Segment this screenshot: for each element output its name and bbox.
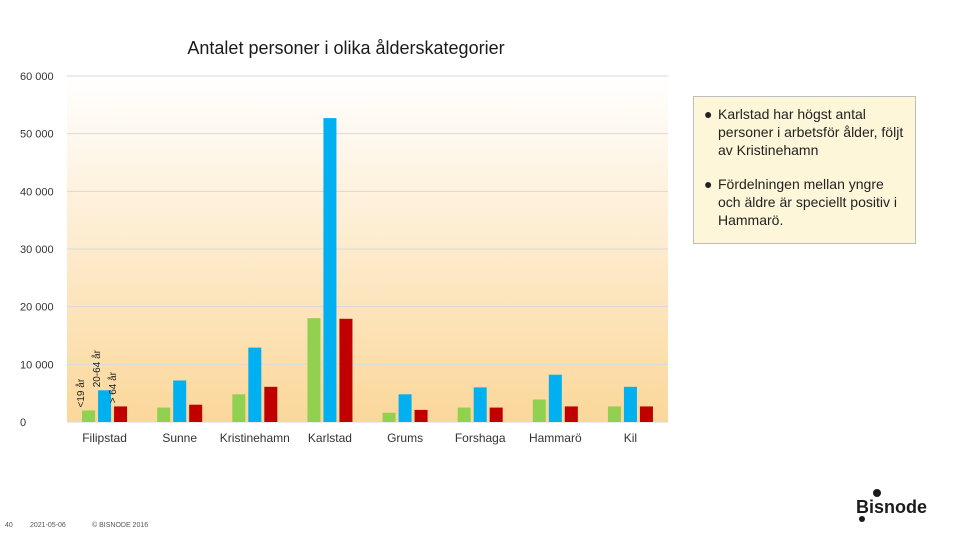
bar [82,410,96,422]
bar [307,318,321,422]
y-tick-label: 30 000 [20,244,54,256]
series-label: <19 år [75,378,87,407]
bar [623,386,637,422]
bar [489,407,503,422]
bullet-icon: ● [704,176,713,192]
note-box: ● Karlstad har högst antal personer i ar… [693,96,916,244]
bar [323,118,337,422]
series-label: > 64 år [107,371,119,403]
bar [157,407,171,422]
bar [532,399,546,422]
y-tick-label: 40 000 [20,186,54,198]
y-tick-label: 60 000 [20,71,54,83]
y-tick-label: 0 [20,417,26,429]
y-tick-label: 10 000 [20,359,54,371]
y-tick-label: 50 000 [20,129,54,141]
x-tick-label: Hammarö [529,431,582,445]
chart-title: Antalet personer i olika ålderskategorie… [187,38,505,58]
bar [189,404,203,422]
bar [382,412,396,422]
footer-copyright: © BISNODE 2016 [92,522,149,529]
bar [564,406,578,422]
bisnode-logo: Bisnode [852,488,932,524]
note-item: ● Karlstad har högst antal personer i ar… [704,105,909,159]
bar [398,394,412,422]
page-number: 40 [5,522,13,529]
logo-text: Bisnode [856,497,928,517]
note-item: ● Fördelningen mellan yngre och äldre är… [704,175,909,229]
series-label: 20-64 år [91,349,103,387]
y-tick-label: 20 000 [20,302,54,314]
footer-date: 2021-05-06 [30,522,66,529]
note-text: Karlstad har högst antal personer i arbe… [718,106,904,158]
bar [473,387,487,422]
note-text: Fördelningen mellan yngre och äldre är s… [718,176,897,228]
x-tick-label: Karlstad [308,431,352,445]
bar [548,374,562,422]
x-tick-label: Kristinehamn [220,431,290,445]
bar [607,406,621,422]
x-tick-label: Kil [624,431,637,445]
bar [264,386,278,422]
x-tick-label: Filipstad [82,431,127,445]
bar [414,409,428,422]
x-tick-label: Grums [387,431,423,445]
bar [339,318,353,422]
bar [173,380,187,422]
bar [248,347,262,422]
x-tick-label: Sunne [162,431,197,445]
bar [639,406,653,422]
bar [457,407,471,422]
bar [232,394,246,422]
bullet-icon: ● [704,106,713,122]
x-tick-label: Forshaga [455,431,506,445]
bar [98,390,112,422]
bar [114,406,128,422]
